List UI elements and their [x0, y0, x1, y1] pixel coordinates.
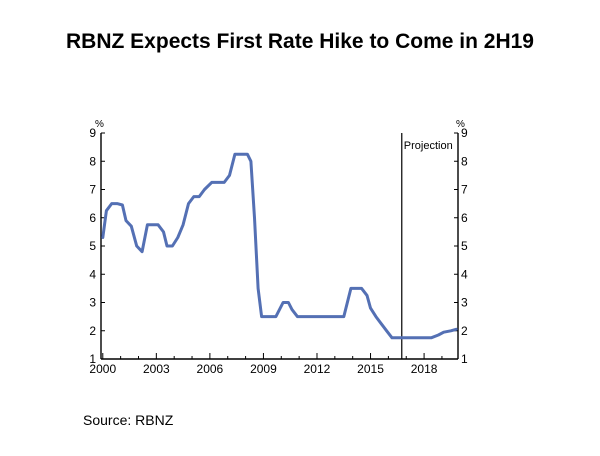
y-tick-label-left: 5	[89, 239, 96, 253]
y-tick-label-left: 6	[89, 211, 96, 225]
x-tick-label: 2009	[250, 362, 277, 376]
y-unit-label-right: %	[456, 119, 465, 130]
y-tick-label-right: 2	[461, 324, 468, 338]
y-tick-label-left: 2	[89, 324, 96, 338]
y-tick-label-left: 8	[89, 154, 96, 168]
x-tick-label: 2006	[197, 362, 224, 376]
x-tick-label: 2018	[411, 362, 438, 376]
y-tick-label-left: 7	[89, 183, 96, 197]
y-tick-label-right: 3	[461, 296, 468, 310]
x-tick-label: 2012	[304, 362, 331, 376]
y-tick-label-right: 1	[461, 352, 468, 366]
y-tick-label-right: 4	[461, 267, 468, 281]
y-tick-label-left: 3	[89, 296, 96, 310]
y-tick-label-right: 7	[461, 183, 468, 197]
y-tick-label-left: 4	[89, 267, 96, 281]
y-tick-label-right: 9	[461, 126, 468, 140]
source-note: Source: RBNZ	[83, 412, 174, 428]
y-unit-label-left: %	[95, 119, 104, 130]
projection-label: Projection	[404, 140, 453, 152]
chart-title: RBNZ Expects First Rate Hike to Come in …	[66, 30, 534, 53]
y-tick-label-right: 5	[461, 239, 468, 253]
series-line-ocr	[101, 152, 458, 340]
y-tick-label-right: 8	[461, 154, 468, 168]
y-tick-label-right: 6	[461, 211, 468, 225]
x-tick-label: 2003	[143, 362, 170, 376]
y-tick-label-left: 1	[89, 352, 96, 366]
y-tick-label-left: 9	[89, 126, 96, 140]
x-tick-label: 2000	[89, 362, 116, 376]
x-tick-label: 2015	[357, 362, 384, 376]
